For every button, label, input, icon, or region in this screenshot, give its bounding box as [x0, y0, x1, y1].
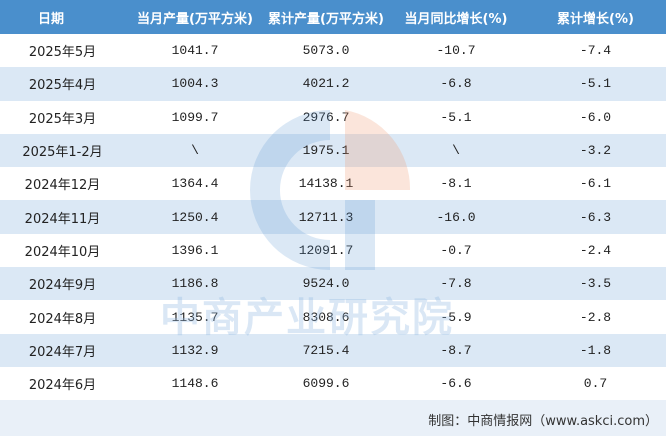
watermark-text: 中商产业研究院	[160, 295, 454, 341]
table-row: 2025年5月 1041.7 5073.0 -10.7 -7.4	[0, 34, 666, 67]
value-cell: 1148.6	[171, 376, 219, 392]
value-cell: 1041.7	[171, 43, 219, 59]
value-cell: 8308.6	[302, 309, 350, 325]
value-cell: -5.1	[525, 67, 666, 101]
value-cell: 1396.1	[171, 242, 219, 258]
value-cell: -16.0	[387, 200, 525, 234]
value-cell: 1135.7	[171, 309, 219, 325]
table-row: 2025年4月 1004.3 4021.2 -6.8 -5.1	[0, 67, 666, 101]
date-cell: 2024年10月	[24, 244, 101, 260]
value-cell: 14138.1	[298, 176, 354, 192]
value-cell: 1364.4	[171, 176, 219, 192]
date-cell: 2024年7月	[0, 333, 125, 367]
date-cell: 2024年12月	[24, 178, 101, 194]
date-cell: 2024年6月	[28, 378, 97, 394]
table-row: 2024年8月 1135.7 8308.6 -5.9 -2.8	[0, 300, 666, 333]
value-cell: 1099.7	[171, 109, 219, 125]
value-cell: 12711.3	[265, 200, 387, 234]
value-cell: -2.4	[579, 242, 612, 258]
value-cell: \	[125, 133, 265, 168]
value-cell: -6.6	[440, 376, 472, 392]
table-row: 2024年7月 1132.9 7215.4 -8.7 -1.8	[0, 333, 666, 367]
table-row: 2024年12月 1364.4 14138.1 -8.1 -6.1	[0, 167, 666, 200]
value-cell: -6.8	[387, 67, 525, 101]
header-cell: 当月产量(万平方米)	[125, 0, 265, 34]
value-cell: 9524.0	[265, 267, 387, 301]
source-note: 制图：中商情报网（www.askci.com）	[428, 414, 658, 429]
value-cell: -7.8	[387, 267, 525, 301]
date-cell: 2024年11月	[0, 200, 125, 234]
value-cell: -8.1	[440, 176, 472, 192]
header-cell: 累计增长(%)	[525, 0, 666, 34]
value-cell: 5073.0	[302, 43, 350, 59]
value-cell: 1975.1	[265, 133, 387, 168]
value-cell: 6099.6	[302, 376, 350, 392]
value-cell: \	[387, 133, 525, 168]
value-cell: 1004.3	[125, 67, 265, 101]
data-table: 日期 当月产量(万平方米) 累计产量(万平方米) 当月同比增长(%) 累计增长(%) 2…	[0, 0, 666, 400]
value-cell: -6.3	[525, 200, 666, 234]
table-row: 2024年10月 1396.1 12091.7 -0.7 -2.4	[0, 234, 666, 267]
value-cell: 1132.9	[125, 333, 265, 367]
date-cell: 2025年4月	[0, 67, 125, 101]
value-cell: 0.7	[583, 376, 608, 392]
value-cell: -2.8	[579, 309, 612, 325]
value-cell: -8.7	[387, 333, 525, 367]
value-cell: -6.1	[579, 176, 612, 192]
footer: 制图：中商情报网（www.askci.com）	[0, 400, 666, 436]
table-row: 2025年3月 1099.7 2976.7 -5.1 -6.0	[0, 101, 666, 134]
date-cell: 2024年9月	[0, 267, 125, 301]
value-cell: 12091.7	[298, 242, 354, 258]
date-cell: 2025年3月	[28, 111, 97, 127]
table-row: 2024年11月 1250.4 12711.3 -16.0 -6.3	[0, 200, 666, 234]
date-cell: 2025年5月	[28, 45, 97, 61]
value-cell: -0.7	[440, 242, 472, 258]
value-cell: -1.8	[525, 333, 666, 367]
value-cell: 7215.4	[265, 333, 387, 367]
header-row: 日期 当月产量(万平方米) 累计产量(万平方米) 当月同比增长(%) 累计增长(%)	[0, 0, 666, 34]
value-cell: -7.4	[579, 43, 612, 59]
date-cell: 2025年1-2月	[0, 133, 125, 168]
value-cell: -5.9	[440, 309, 472, 325]
header-cell: 当月同比增长(%)	[387, 0, 525, 34]
table-body: 2025年5月 1041.7 5073.0 -10.7 -7.4 2025年4月 1004.…	[0, 34, 666, 400]
value-cell: 2976.7	[302, 109, 350, 125]
value-cell: -10.7	[436, 43, 476, 59]
value-cell: -6.0	[579, 109, 612, 125]
value-cell: -3.5	[525, 267, 666, 301]
value-cell: -3.2	[525, 133, 666, 168]
value-cell: 1186.8	[125, 267, 265, 301]
header-cell: 日期	[0, 0, 125, 34]
value-cell: 1250.4	[125, 200, 265, 234]
table-row: 2024年9月 1186.8 9524.0 -7.8 -3.5	[0, 267, 666, 301]
date-cell: 2024年8月	[28, 311, 97, 327]
header-cell: 累计产量(万平方米)	[265, 0, 387, 34]
value-cell: -5.1	[440, 109, 472, 125]
table-row: 2024年6月 1148.6 6099.6 -6.6 0.7	[0, 367, 666, 400]
value-cell: 4021.2	[265, 67, 387, 101]
table-row: 2025年1-2月 \ 1975.1 \ -3.2	[0, 133, 666, 168]
